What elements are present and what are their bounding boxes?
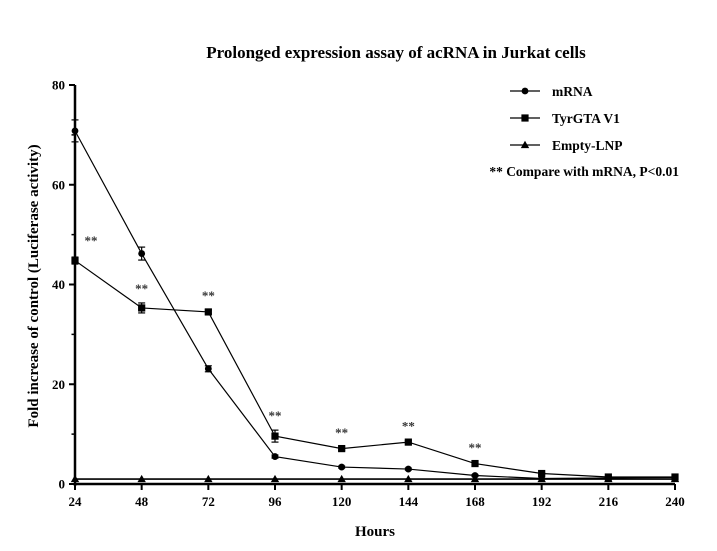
data-point-mrna <box>204 365 212 373</box>
data-point-empty-lnp <box>137 474 146 483</box>
series-line-tyrgta-v1 <box>74 260 675 478</box>
data-point-tyrgta-v1 <box>271 432 279 440</box>
data-point-mrna <box>338 463 346 471</box>
legend-marker-tyrgta-v1 <box>521 114 529 122</box>
significance-marker: ** <box>202 288 215 303</box>
y-tick-label: 60 <box>52 177 65 192</box>
y-tick-label: 20 <box>52 377 65 392</box>
legend-marker-empty-lnp <box>520 140 530 149</box>
series-line-mrna <box>74 130 676 480</box>
significance-marker: ** <box>85 233 98 248</box>
legend-note: ** Compare with mRNA, P<0.01 <box>489 164 679 179</box>
data-point-mrna <box>71 127 79 135</box>
data-point-empty-lnp <box>204 474 213 483</box>
significance-marker: ** <box>135 281 148 296</box>
x-axis-label: Hours <box>355 524 395 540</box>
x-tick-label: 144 <box>399 494 419 509</box>
legend-label-mrna: mRNA <box>552 84 593 99</box>
data-point-mrna <box>271 453 279 460</box>
x-tick-label: 96 <box>269 494 283 509</box>
data-point-mrna <box>404 465 412 473</box>
data-point-empty-lnp <box>537 474 546 483</box>
x-tick-label: 72 <box>202 494 215 509</box>
data-point-tyrgta-v1 <box>538 469 546 478</box>
data-point-mrna <box>138 250 146 257</box>
significance-marker: ** <box>269 408 282 423</box>
y-tick-label: 80 <box>52 78 65 93</box>
x-tick-label: 24 <box>69 494 83 509</box>
significance-marker: ** <box>402 419 415 434</box>
data-point-empty-lnp <box>70 474 80 483</box>
data-point-tyrgta-v1 <box>338 444 346 453</box>
x-tick-label: 192 <box>532 494 552 509</box>
chart-title: Prolonged expression assay of acRNA in J… <box>206 43 586 62</box>
data-point-empty-lnp <box>404 474 413 483</box>
data-point-tyrgta-v1 <box>71 256 79 265</box>
legend-label-empty-lnp: Empty-LNP <box>552 138 623 153</box>
data-point-empty-lnp <box>270 474 280 483</box>
legend-marker-mrna <box>521 87 529 95</box>
data-point-tyrgta-v1 <box>204 308 212 316</box>
significance-marker: ** <box>335 425 348 440</box>
data-point-empty-lnp <box>670 474 680 483</box>
x-tick-label: 168 <box>465 494 485 509</box>
legend-label-tyrgta-v1: TyrGTA V1 <box>552 111 620 126</box>
data-point-empty-lnp <box>470 474 480 483</box>
y-tick-label: 40 <box>52 277 65 292</box>
data-point-empty-lnp <box>337 474 346 483</box>
data-point-empty-lnp <box>604 474 613 483</box>
y-tick-label: 0 <box>59 477 66 492</box>
x-tick-label: 240 <box>665 494 685 509</box>
legend: mRNA TyrGTA V1 Empty-LNP ** Compare with mR… <box>489 84 679 179</box>
significance-marker: ** <box>469 440 482 455</box>
plot-area: 0 20 40 60 80 24 48 72 96 120 144 168 192 216 240 ** ** *… <box>52 78 685 510</box>
data-point-tyrgta-v1 <box>404 438 412 446</box>
data-point-tyrgta-v1 <box>471 459 479 468</box>
y-axis-label: Fold increase of control (Luciferase act… <box>26 144 42 427</box>
x-tick-label: 216 <box>599 494 619 509</box>
x-tick-label: 48 <box>135 494 149 509</box>
x-tick-label: 120 <box>332 494 352 509</box>
data-point-tyrgta-v1 <box>138 304 146 312</box>
